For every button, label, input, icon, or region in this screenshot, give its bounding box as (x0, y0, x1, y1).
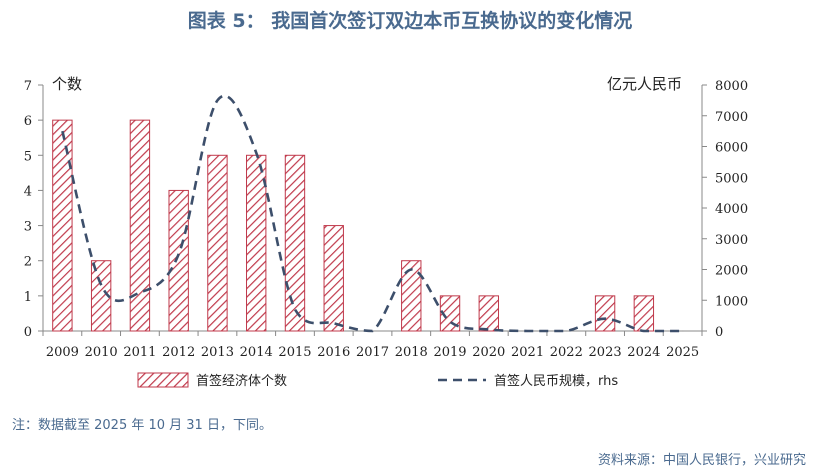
left-tick-label: 5 (24, 149, 32, 164)
x-tick-label: 2016 (317, 345, 350, 360)
footnote: 注：数据截至 2025 年 10 月 31 日，下同。 (12, 418, 272, 433)
left-tick-label: 1 (24, 290, 32, 305)
bar (633, 295, 655, 332)
bar (90, 260, 112, 332)
source-note: 资料来源：中国人民银行，兴业研究 (597, 453, 806, 468)
line-point (566, 330, 568, 332)
left-tick-label: 4 (24, 184, 32, 199)
right-tick-label: 6000 (715, 141, 748, 156)
right-tick-label: 7000 (715, 110, 748, 125)
bar (246, 154, 267, 332)
line-point (62, 130, 64, 132)
bar (401, 260, 422, 332)
bar (168, 189, 189, 332)
line-point (410, 269, 412, 271)
legend-bar-swatch (137, 372, 189, 388)
chart: 个数 亿元人民币 0 1 2 3 4 5 6 7 0 1000 2000 3000 4000 5000 60… (24, 75, 748, 389)
right-axis-unit: 亿元人民币 (607, 75, 682, 93)
x-tick-label: 2013 (201, 345, 234, 360)
x-tick-label: 2011 (123, 345, 156, 360)
left-tick-label: 2 (24, 255, 32, 270)
x-tick-label: 2018 (395, 345, 428, 360)
line-point (449, 321, 451, 323)
right-tick-label: 3000 (715, 233, 748, 248)
legend-line-label: 首签人民币规模，rhs (494, 373, 618, 389)
x-tick-label: 2017 (356, 345, 389, 360)
right-tick-label: 2000 (715, 264, 748, 279)
bar (207, 154, 228, 332)
line-point (527, 330, 529, 332)
left-tick-label: 3 (24, 220, 32, 235)
line-point (682, 330, 684, 332)
right-tick-label: 5000 (715, 171, 748, 186)
bar (52, 119, 73, 332)
bar (129, 119, 151, 332)
bar (323, 225, 344, 332)
x-tick-label: 2014 (240, 345, 273, 360)
right-tick-label: 8000 (715, 79, 748, 94)
line-point (100, 284, 102, 286)
x-tick-label: 2023 (589, 345, 622, 360)
line-point (372, 330, 374, 332)
left-tick-label: 6 (24, 114, 32, 129)
bar (284, 154, 306, 332)
line-point (333, 323, 335, 325)
line-point (255, 152, 257, 154)
x-tick-label: 2019 (433, 345, 466, 360)
x-tick-label: 2020 (472, 345, 505, 360)
line-point (604, 318, 606, 320)
right-tick-label: 1000 (715, 294, 748, 309)
bar (439, 295, 461, 332)
x-tick-label: 2015 (278, 345, 311, 360)
line-point (139, 292, 141, 294)
bar (594, 295, 616, 332)
chart-title: 图表 5： 我国首次签订双边本币互换协议的变化情况 (187, 10, 633, 32)
line-point (294, 309, 296, 311)
bar (478, 295, 499, 332)
right-tick-label: 0 (715, 325, 723, 340)
x-tick-label: 2025 (666, 345, 699, 360)
line-point (217, 100, 219, 102)
line-point (488, 329, 490, 331)
line-point (178, 253, 180, 255)
left-tick-label: 7 (24, 79, 32, 94)
left-axis-unit: 个数 (52, 75, 82, 93)
x-tick-label: 2009 (46, 345, 79, 360)
line-series (61, 94, 683, 333)
legend-bar-label: 首签经济体个数 (196, 373, 287, 389)
x-tick-label: 2022 (550, 345, 583, 360)
x-tick-label: 2024 (627, 345, 660, 360)
left-tick-label: 0 (24, 325, 32, 340)
right-tick-label: 4000 (715, 202, 748, 217)
line-point (643, 330, 645, 332)
x-tick-label: 2010 (85, 345, 118, 360)
x-tick-label: 2012 (162, 345, 195, 360)
x-tick-label: 2021 (511, 345, 544, 360)
